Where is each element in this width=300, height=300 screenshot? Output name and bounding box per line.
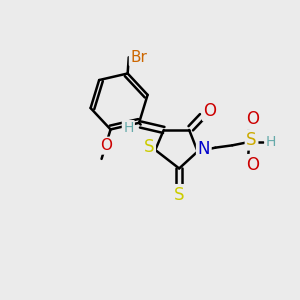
Text: H: H [266,135,276,149]
Text: S: S [246,131,257,149]
Text: O: O [247,110,260,128]
Text: O: O [247,156,260,174]
Text: O: O [203,102,217,120]
Text: O: O [100,138,112,153]
Text: H: H [123,122,134,135]
Text: S: S [144,138,154,156]
Text: Br: Br [130,50,147,65]
Text: S: S [174,186,184,204]
Text: N: N [198,140,210,158]
